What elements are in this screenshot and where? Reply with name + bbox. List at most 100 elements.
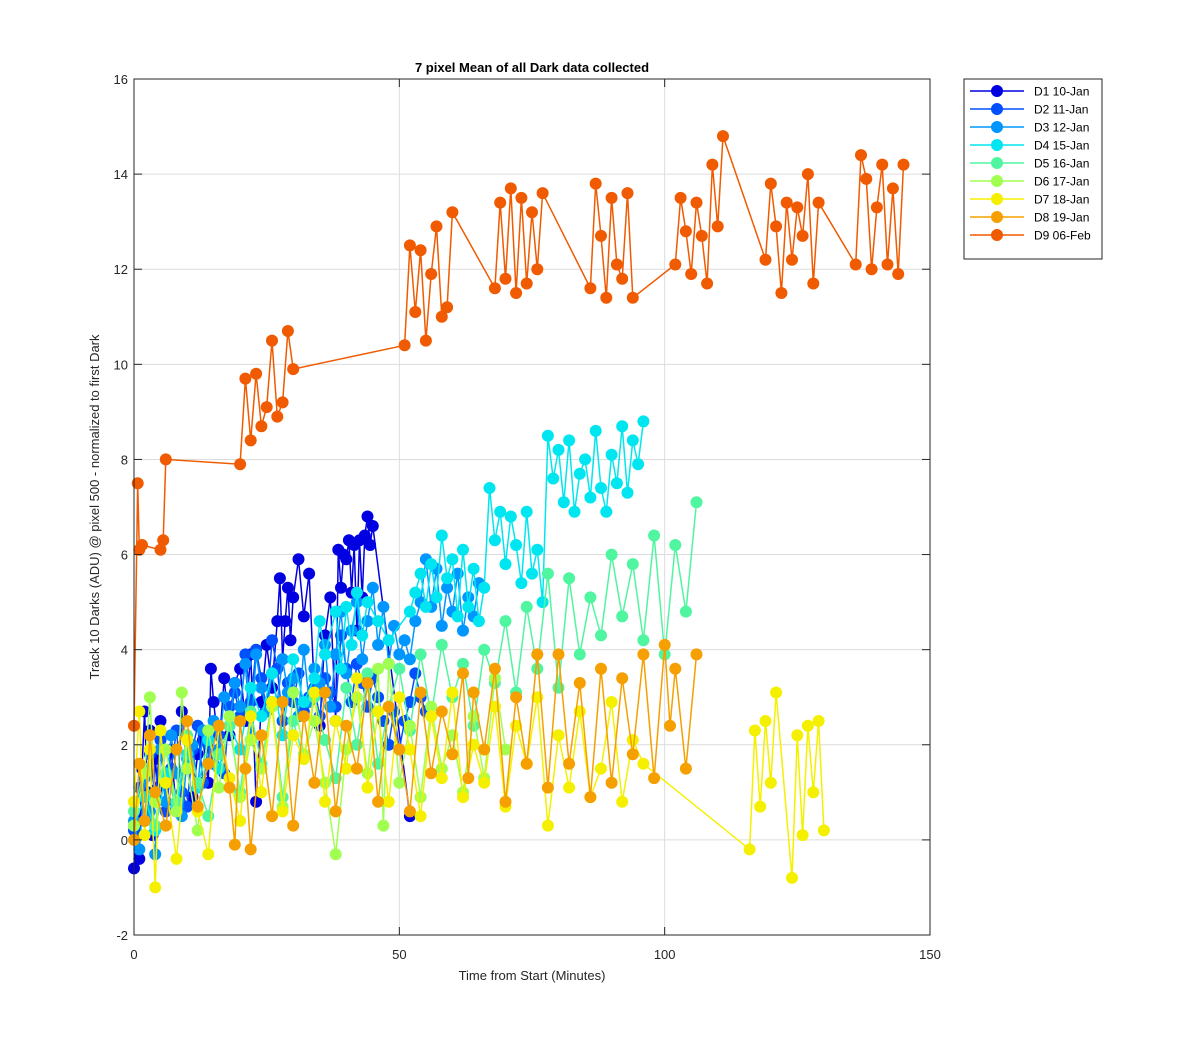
data-point	[563, 572, 576, 585]
data-point	[324, 591, 337, 604]
data-point	[255, 729, 268, 742]
data-point	[451, 610, 464, 623]
legend-marker	[991, 193, 1003, 205]
data-point	[204, 662, 217, 675]
data-point	[382, 657, 395, 670]
data-point	[589, 424, 602, 437]
data-point	[446, 686, 459, 699]
legend-marker	[991, 139, 1003, 151]
data-point	[770, 220, 783, 233]
data-point	[239, 657, 252, 670]
data-point	[679, 762, 692, 775]
data-point	[143, 691, 156, 704]
data-point	[308, 672, 321, 685]
data-point	[626, 734, 639, 746]
data-point	[319, 795, 331, 808]
data-point	[271, 410, 284, 423]
data-point	[870, 201, 883, 214]
legend-label: D6 17-Jan	[1034, 175, 1089, 189]
data-point	[244, 843, 257, 856]
data-point	[191, 824, 204, 837]
legend-label: D8 19-Jan	[1034, 211, 1089, 225]
data-point	[297, 643, 310, 656]
data-point	[170, 852, 183, 865]
data-point	[605, 548, 618, 561]
data-point	[520, 505, 533, 518]
data-point	[435, 638, 448, 651]
data-point	[276, 653, 289, 666]
data-point	[212, 781, 225, 794]
data-point	[817, 824, 830, 837]
data-point	[255, 710, 268, 723]
data-point	[791, 729, 804, 742]
data-point	[372, 705, 385, 718]
data-point	[212, 719, 225, 732]
data-point	[541, 567, 554, 580]
legend-marker	[991, 175, 1003, 187]
data-point	[812, 715, 825, 727]
legend-marker	[991, 157, 1003, 169]
data-point	[881, 258, 894, 271]
data-point	[273, 572, 286, 585]
series-8	[128, 130, 910, 732]
data-point	[276, 805, 289, 818]
data-point	[467, 686, 480, 699]
data-point	[595, 482, 607, 494]
data-point	[287, 686, 300, 699]
series-line	[133, 135, 905, 726]
data-point	[266, 334, 278, 347]
data-point	[520, 757, 533, 770]
data-point	[621, 486, 634, 499]
data-point	[388, 619, 400, 632]
data-point	[589, 177, 602, 190]
data-point	[584, 491, 597, 504]
data-point	[435, 772, 448, 785]
data-point	[414, 686, 427, 699]
data-point	[637, 415, 650, 428]
data-point	[234, 458, 247, 471]
data-point	[462, 600, 475, 613]
data-point	[807, 277, 820, 290]
data-point	[690, 648, 703, 661]
data-point	[335, 581, 347, 594]
data-point	[467, 710, 480, 723]
y-tick-label: 16	[114, 72, 128, 87]
data-point	[515, 577, 528, 590]
data-point	[340, 681, 353, 694]
data-point	[717, 130, 729, 143]
series-7	[128, 638, 703, 856]
y-axis-label: Track 10 Darks (ADU) @ pixel 500 - norma…	[87, 334, 102, 680]
data-point	[372, 795, 385, 808]
data-point	[303, 567, 316, 580]
x-tick-label: 0	[130, 947, 137, 962]
data-point	[494, 505, 507, 518]
data-point	[250, 648, 263, 661]
data-point	[297, 696, 310, 708]
data-point	[287, 591, 300, 604]
data-point	[499, 615, 512, 628]
data-point	[276, 696, 289, 708]
data-point	[478, 581, 491, 594]
data-point	[329, 848, 342, 861]
data-point	[313, 615, 326, 628]
data-point	[701, 277, 714, 290]
data-point	[478, 776, 491, 789]
data-point	[131, 477, 144, 490]
data-point	[266, 810, 278, 823]
legend-label: D5 16-Jan	[1034, 157, 1089, 171]
data-point	[170, 805, 183, 818]
y-tick-label: 14	[114, 167, 128, 182]
data-point	[425, 710, 438, 723]
data-point	[345, 624, 358, 637]
data-point	[319, 776, 331, 789]
data-point	[403, 805, 416, 818]
data-point	[494, 196, 507, 209]
data-point	[308, 776, 321, 789]
data-point	[685, 268, 698, 280]
data-point	[579, 453, 592, 466]
data-point	[223, 710, 236, 723]
data-point	[228, 838, 241, 851]
data-point	[244, 710, 257, 723]
data-point	[520, 600, 533, 613]
